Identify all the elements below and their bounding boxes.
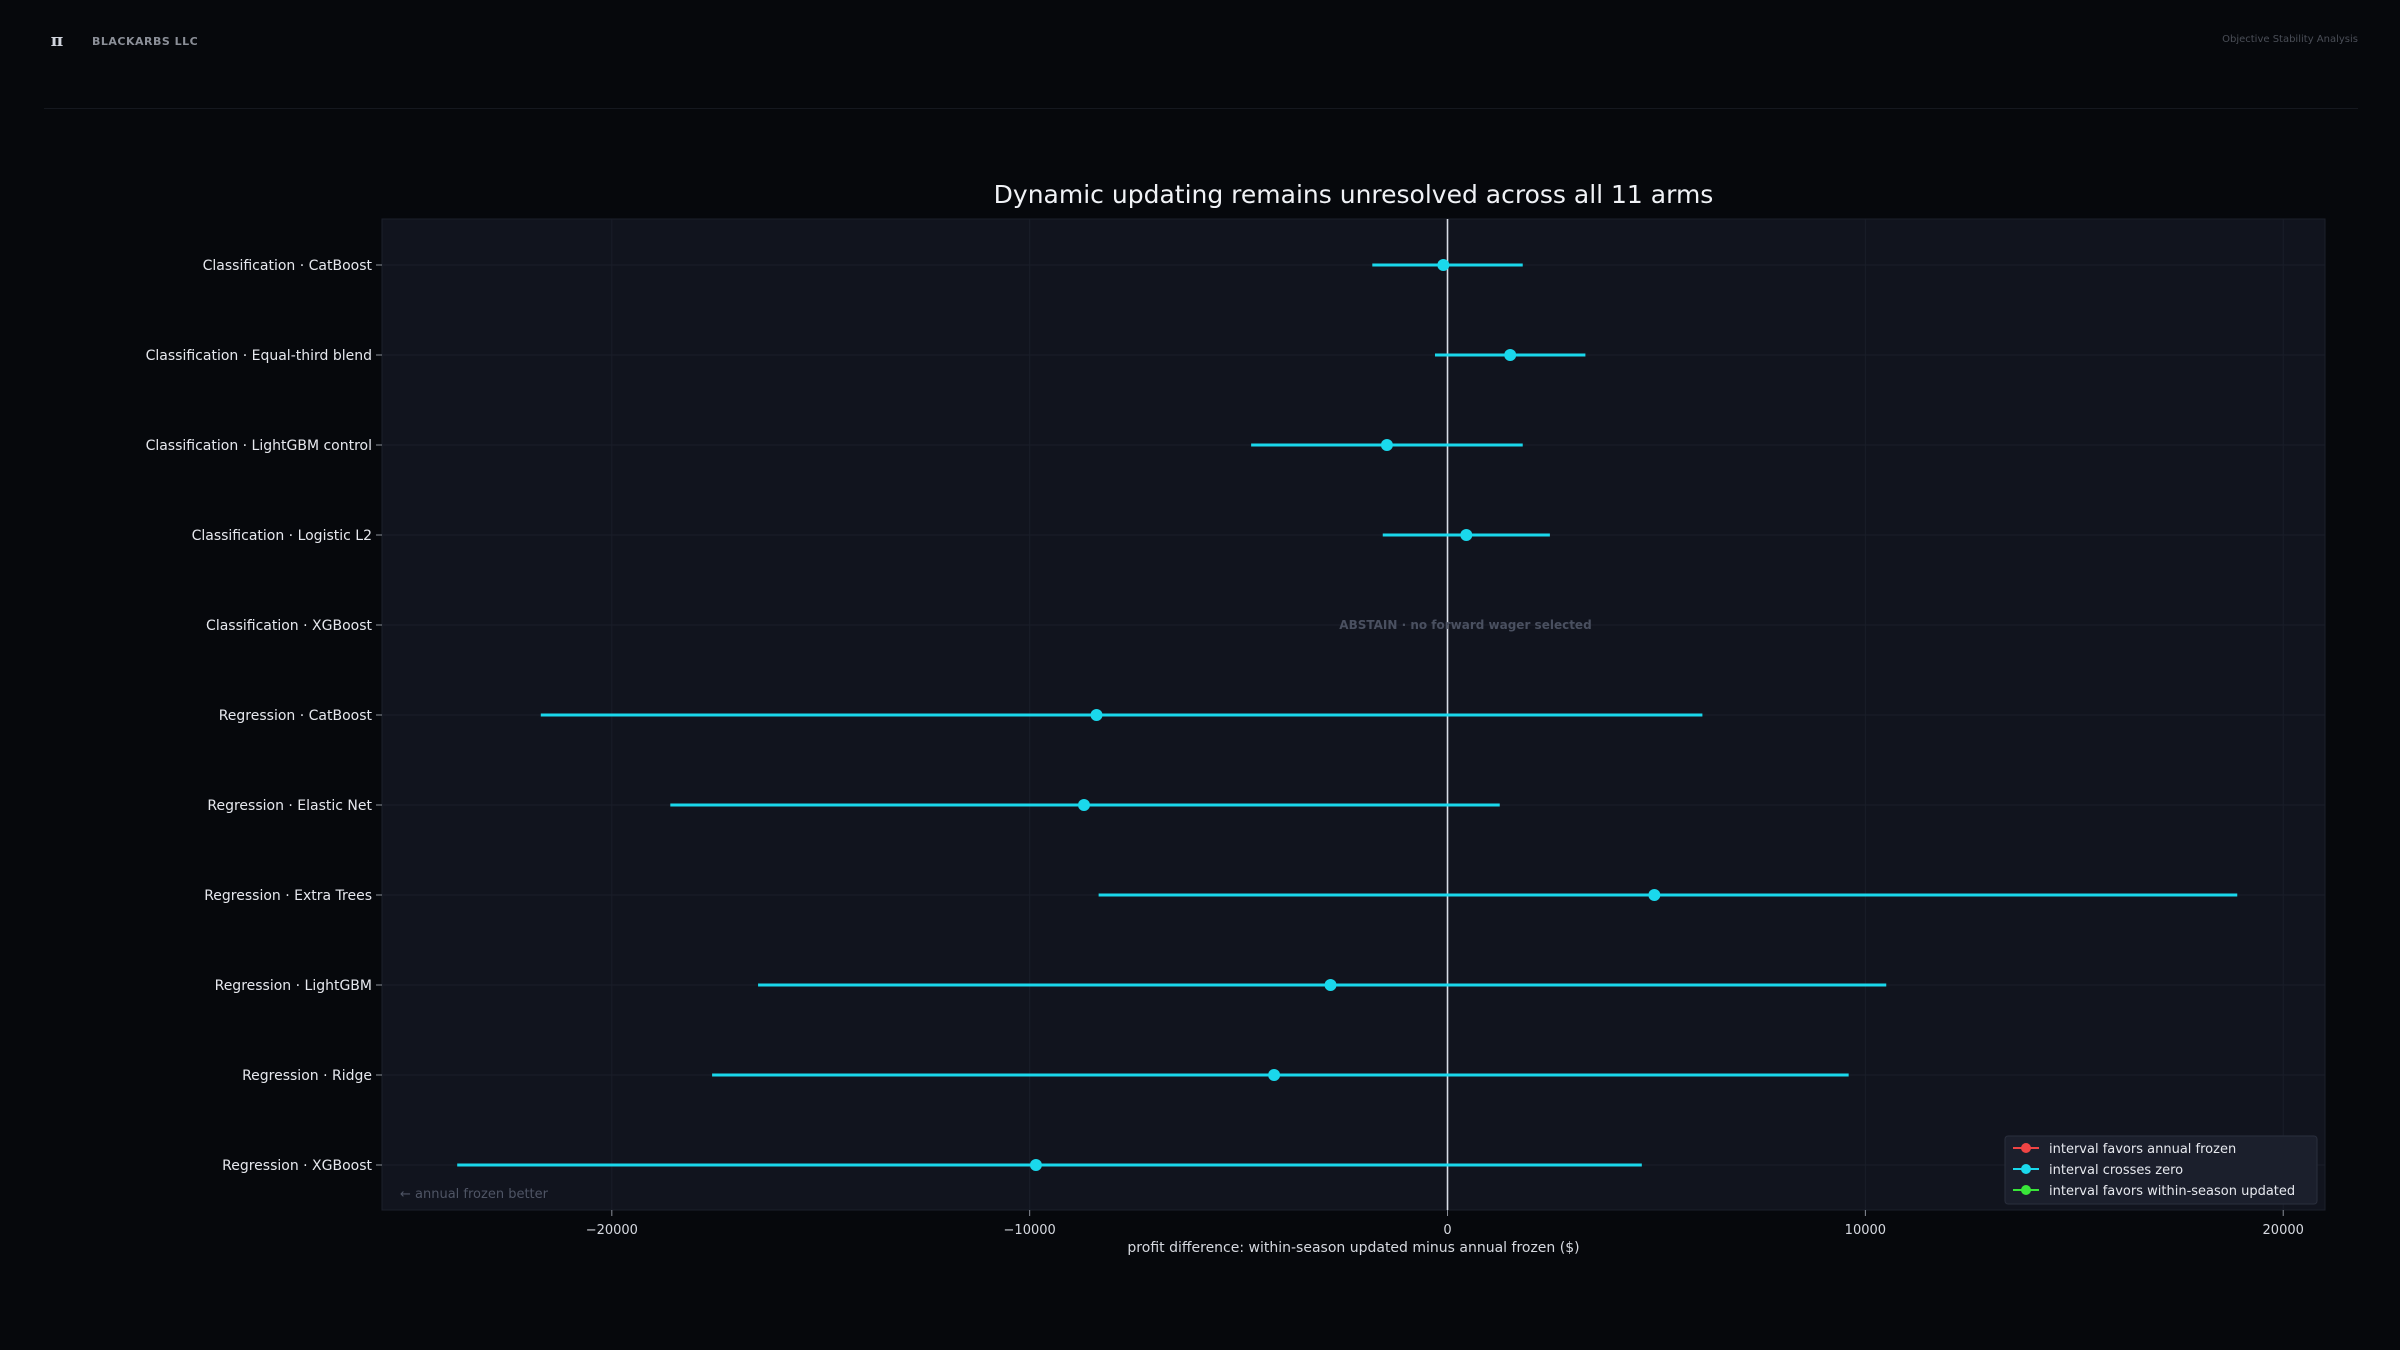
abstain-note: ABSTAIN · no forward wager selected [1339, 618, 1591, 632]
arm-label: Regression · CatBoost [219, 708, 373, 724]
point-estimate [1380, 439, 1393, 451]
arm-label: Regression · LightGBM [215, 978, 372, 994]
point-estimate [1029, 1159, 1042, 1171]
brand[interactable]: π BLACKARBS LLC [40, 30, 198, 52]
page-label: Objective Stability Analysis [2222, 34, 2358, 45]
arm-label: Classification · LightGBM control [146, 438, 372, 454]
arm-label: Regression · Ridge [242, 1068, 372, 1084]
legend-swatch-marker [2021, 1185, 2031, 1195]
arm-label: Regression · XGBoost [222, 1158, 372, 1174]
arm-label: Classification · Equal-third blend [146, 348, 372, 364]
x-axis-label: profit difference: within-season updated… [1127, 1240, 1579, 1256]
legend-label: interval crosses zero [2049, 1163, 2183, 1178]
arm-label: Classification · Logistic L2 [192, 528, 372, 544]
legend-box [2004, 1135, 2318, 1205]
arm-label: Regression · Elastic Net [207, 798, 372, 814]
header-divider [44, 108, 2358, 109]
top-bar: π BLACKARBS LLC Objective Stability Anal… [0, 0, 2400, 108]
chart-title: Dynamic updating remains unresolved acro… [994, 180, 1714, 209]
point-estimate [1090, 709, 1103, 721]
legend-label: interval favors annual frozen [2049, 1142, 2236, 1157]
x-tick-label: −20000 [586, 1223, 638, 1238]
point-estimate [1268, 1069, 1281, 1081]
x-tick-label: −10000 [1004, 1223, 1056, 1238]
brand-name: BLACKARBS LLC [92, 34, 199, 48]
x-tick-label: 0 [1443, 1223, 1451, 1238]
corner-note: ← annual frozen better [400, 1187, 549, 1202]
point-estimate [1460, 529, 1473, 541]
x-tick-label: 10000 [1845, 1223, 1886, 1238]
arm-label: Classification · XGBoost [206, 618, 372, 634]
legend-swatch-marker [2021, 1143, 2031, 1153]
arm-label: Regression · Extra Trees [204, 888, 372, 904]
point-estimate [1648, 889, 1661, 901]
point-estimate [1504, 349, 1517, 361]
arm-label: Classification · CatBoost [203, 258, 373, 274]
point-estimate [1077, 799, 1090, 811]
point-estimate [1324, 979, 1337, 991]
legend-swatch-marker [2021, 1164, 2031, 1174]
pi-logo-icon: π [50, 31, 64, 51]
x-tick-label: 20000 [2263, 1223, 2304, 1238]
point-estimate [1437, 259, 1450, 271]
legend-label: interval favors within-season updated [2049, 1184, 2295, 1199]
